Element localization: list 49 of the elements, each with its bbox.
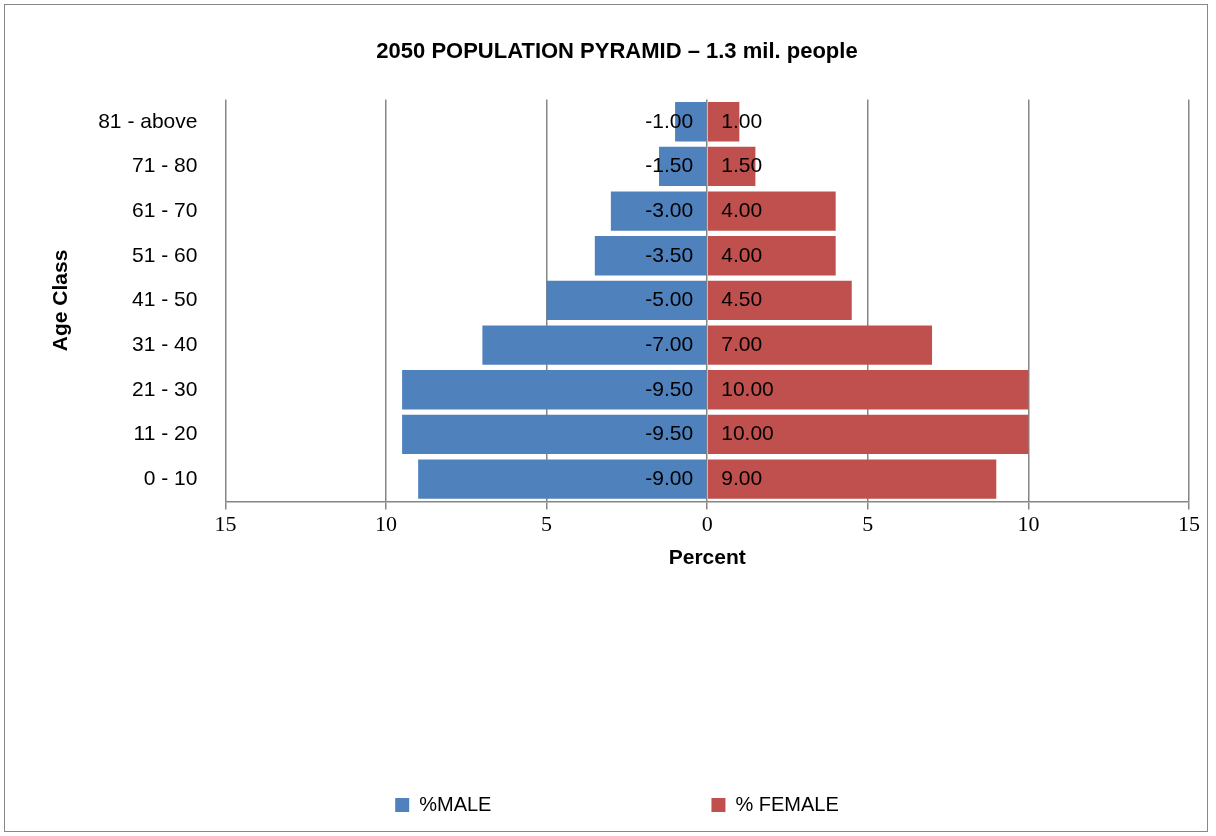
bar xyxy=(402,414,707,455)
y-tick-label: 31 - 40 xyxy=(132,331,198,355)
x-tick-label: 10 xyxy=(375,511,398,537)
x-tick-label: 5 xyxy=(862,511,874,537)
y-tick-label: 51 - 60 xyxy=(132,242,198,266)
x-tick-label: 15 xyxy=(1178,511,1200,537)
y-tick-label: 61 - 70 xyxy=(132,197,198,221)
bar xyxy=(546,280,707,321)
bar xyxy=(482,325,707,365)
bar xyxy=(707,414,1029,455)
y-tick-label: 71 - 80 xyxy=(132,153,198,177)
x-tick-label: 5 xyxy=(541,511,553,537)
bar xyxy=(594,236,707,276)
bar xyxy=(707,236,836,276)
data-label: -9.00 xyxy=(645,465,694,489)
y-axis-title: Age Class xyxy=(48,249,72,352)
y-tick-label: 0 - 10 xyxy=(143,465,198,489)
bar xyxy=(707,280,852,321)
x-tick-label: 15 xyxy=(214,511,237,537)
data-label: -7.00 xyxy=(645,331,694,355)
data-label: 4.50 xyxy=(721,287,763,311)
bar xyxy=(418,459,707,499)
y-tick-label: 81 - above xyxy=(98,108,198,132)
x-tick-label: 10 xyxy=(1017,511,1040,537)
legend-label: % FEMALE xyxy=(735,792,839,815)
x-axis-title: Percent xyxy=(668,545,746,569)
data-label: 10.00 xyxy=(721,376,774,400)
y-tick-label: 41 - 50 xyxy=(132,287,198,311)
data-label: -3.50 xyxy=(645,242,694,266)
chart-title: 2050 POPULATION PYRAMID – 1.3 mil. people xyxy=(376,38,858,64)
y-tick-label: 11 - 20 xyxy=(133,421,198,445)
data-label: 9.00 xyxy=(721,465,763,489)
data-label: 7.00 xyxy=(721,331,763,355)
data-label: -3.00 xyxy=(645,197,694,221)
bar xyxy=(707,191,836,231)
data-label: 4.00 xyxy=(721,242,763,266)
data-label: -9.50 xyxy=(645,421,694,445)
x-tick-label: 0 xyxy=(701,511,713,537)
bar xyxy=(402,370,707,410)
bar xyxy=(707,325,933,365)
legend-label: %MALE xyxy=(419,792,492,815)
data-label: 10.00 xyxy=(721,421,774,445)
bar xyxy=(707,370,1029,410)
bar xyxy=(610,191,707,231)
data-label: 4.00 xyxy=(721,197,763,221)
y-tick-label: 21 - 30 xyxy=(132,376,198,400)
bar xyxy=(707,459,997,499)
data-label: -9.50 xyxy=(645,376,694,400)
data-label: -5.00 xyxy=(645,287,694,311)
